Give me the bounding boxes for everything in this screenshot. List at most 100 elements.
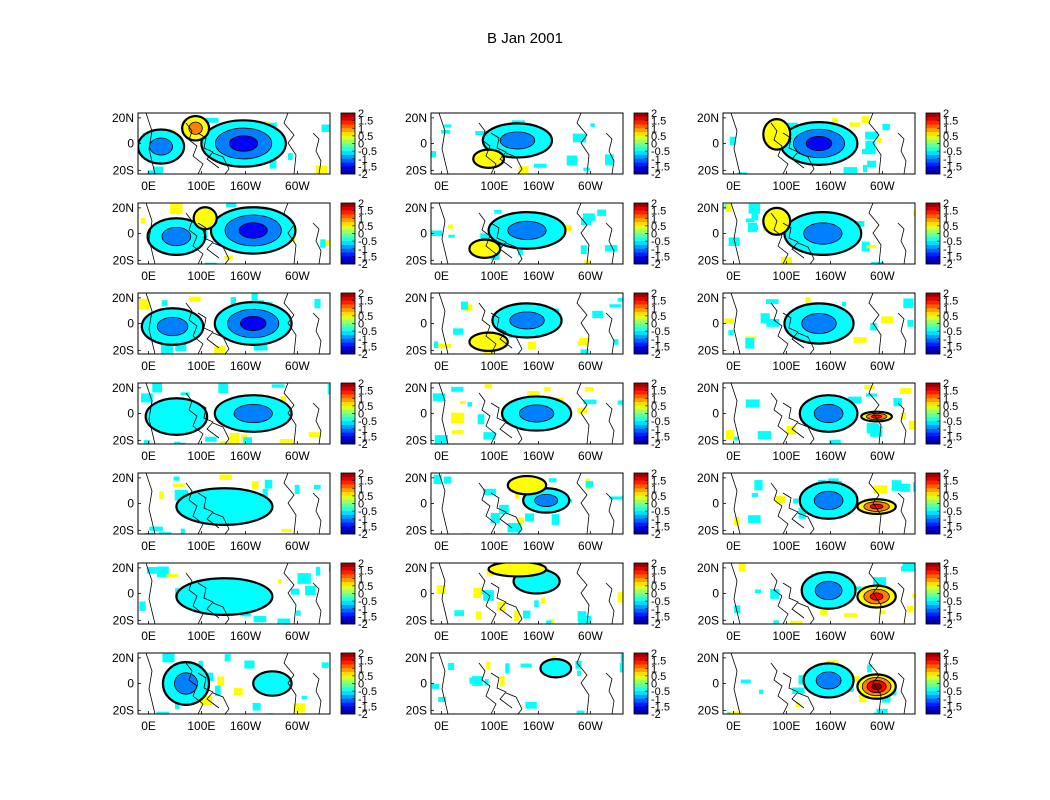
anomaly-blob <box>156 316 189 337</box>
colorbar-segment <box>926 514 940 520</box>
anomaly-cell <box>308 432 321 438</box>
colorbar-segment <box>634 413 648 418</box>
colorbar-segment <box>926 218 940 223</box>
colorbar-tick-label: 2 <box>943 378 949 390</box>
colorbar-segment <box>634 601 648 606</box>
colorbar-tick-label: 0.5 <box>358 491 373 503</box>
colorbar-tick-label: 1.5 <box>358 206 373 218</box>
x-tick-label: 0E <box>434 179 449 193</box>
colorbar-segment <box>634 296 648 301</box>
anomaly-cell <box>139 601 146 611</box>
coastline <box>185 302 204 354</box>
anomaly-cell <box>748 515 761 523</box>
y-tick-label: 20S <box>406 523 427 537</box>
colorbar-tick-label: 2 <box>358 198 364 210</box>
anomaly-cell <box>251 481 259 489</box>
coastline <box>730 293 741 354</box>
colorbar-segment <box>634 436 648 441</box>
anomaly-cell <box>766 318 780 327</box>
colorbar-segment <box>926 511 940 516</box>
colorbar-segment <box>634 585 648 590</box>
anomaly-blob <box>161 227 192 247</box>
coastline <box>478 482 497 534</box>
colorbar-tick-label: 0.5 <box>358 671 373 683</box>
coastline <box>868 293 882 354</box>
anomaly-blob <box>534 493 559 507</box>
colorbar-segment <box>926 214 940 219</box>
map-panel-r7-c1: 0E 100E 160W 60W20N020S21.510.50-0.5-1-1.5-… <box>112 648 377 733</box>
colorbar: 21.510.50-0.5-1-1.5-2 <box>633 288 670 361</box>
colorbar-segment <box>341 135 355 140</box>
colorbar-tick-label: -1 <box>943 514 953 526</box>
colorbar: 21.510.50-0.5-1-1.5-2 <box>633 648 670 721</box>
colorbar-tick-label: -1.5 <box>358 431 377 443</box>
colorbar-tick-label: -0.5 <box>358 686 377 698</box>
colorbar-segment <box>634 256 648 261</box>
colorbar-segment <box>634 514 648 520</box>
colorbar-segment <box>634 331 648 336</box>
anomaly-cell <box>562 713 570 714</box>
coastline <box>197 582 220 619</box>
colorbar-segment <box>341 139 355 144</box>
anomaly-cell <box>520 663 532 668</box>
colorbar-tick-label: 1 <box>943 123 949 135</box>
colorbar-tick-label: -1.5 <box>651 161 670 173</box>
colorbar-tick-label: 0.5 <box>943 491 958 503</box>
anomaly-blob <box>506 474 548 496</box>
colorbar-segment <box>926 323 940 328</box>
anomaly-cell <box>431 683 439 689</box>
colorbar-segment <box>926 260 940 265</box>
anomaly-field <box>144 473 322 534</box>
anomaly-cell <box>251 293 258 304</box>
colorbar-segment <box>341 203 355 208</box>
colorbar-tick-label: -1 <box>358 154 368 166</box>
colorbar-segment <box>926 608 940 613</box>
coastline <box>505 242 523 264</box>
colorbar-segment <box>634 679 648 684</box>
x-tick-label: 100E <box>187 629 215 643</box>
anomaly-cell <box>229 433 240 444</box>
colorbar-segment <box>634 706 648 711</box>
x-tick-label: 0E <box>434 629 449 643</box>
y-tick-label: 0 <box>127 317 134 331</box>
colorbar-segment <box>926 394 940 399</box>
anomaly-cell <box>584 387 594 392</box>
colorbar-segment <box>341 597 355 602</box>
coastline <box>212 422 230 444</box>
coastline <box>490 492 513 529</box>
anomaly-cell <box>775 496 785 504</box>
coastline <box>797 332 815 354</box>
y-tick-label: 20S <box>698 343 719 357</box>
colorbar-segment <box>926 390 940 395</box>
map-panel-r3-c3: 0E 100E 160W 60W20N020S21.510.50-0.5-1-1.5-… <box>697 288 962 373</box>
colorbar-segment <box>341 244 355 250</box>
anomaly-cell <box>907 605 914 613</box>
colorbar-segment <box>926 241 940 246</box>
colorbar-segment <box>341 210 355 215</box>
colorbar-tick-label: -0.5 <box>943 686 962 698</box>
colorbar-segment <box>341 241 355 246</box>
anomaly-cell <box>901 566 912 572</box>
anomaly-cell <box>620 653 623 663</box>
colorbar-tick-label: -1.5 <box>651 701 670 713</box>
coastline <box>730 563 741 624</box>
y-tick-label: 20S <box>113 433 134 447</box>
map-panel-r1-c2: 0E 100E 160W 60W20N020S21.510.50-0.5-1-1.5-… <box>405 108 670 193</box>
colorbar-segment <box>926 484 940 489</box>
colorbar-tick-label: 2 <box>943 288 949 300</box>
coastline <box>283 293 297 354</box>
colorbar-segment <box>634 675 648 680</box>
anomaly-cell <box>913 209 915 217</box>
anomaly-cell <box>534 600 539 608</box>
colorbar-segment <box>341 260 355 265</box>
anomaly-cell <box>604 245 618 252</box>
colorbar-segment <box>634 616 648 621</box>
colorbar-segment <box>634 319 648 324</box>
colorbar-tick-label: -1 <box>943 694 953 706</box>
colorbar-segment <box>926 203 940 208</box>
coastline <box>770 122 789 174</box>
anomaly-blob <box>507 220 547 241</box>
coastline <box>312 222 322 264</box>
colorbar-tick-label: 1.5 <box>943 656 958 668</box>
